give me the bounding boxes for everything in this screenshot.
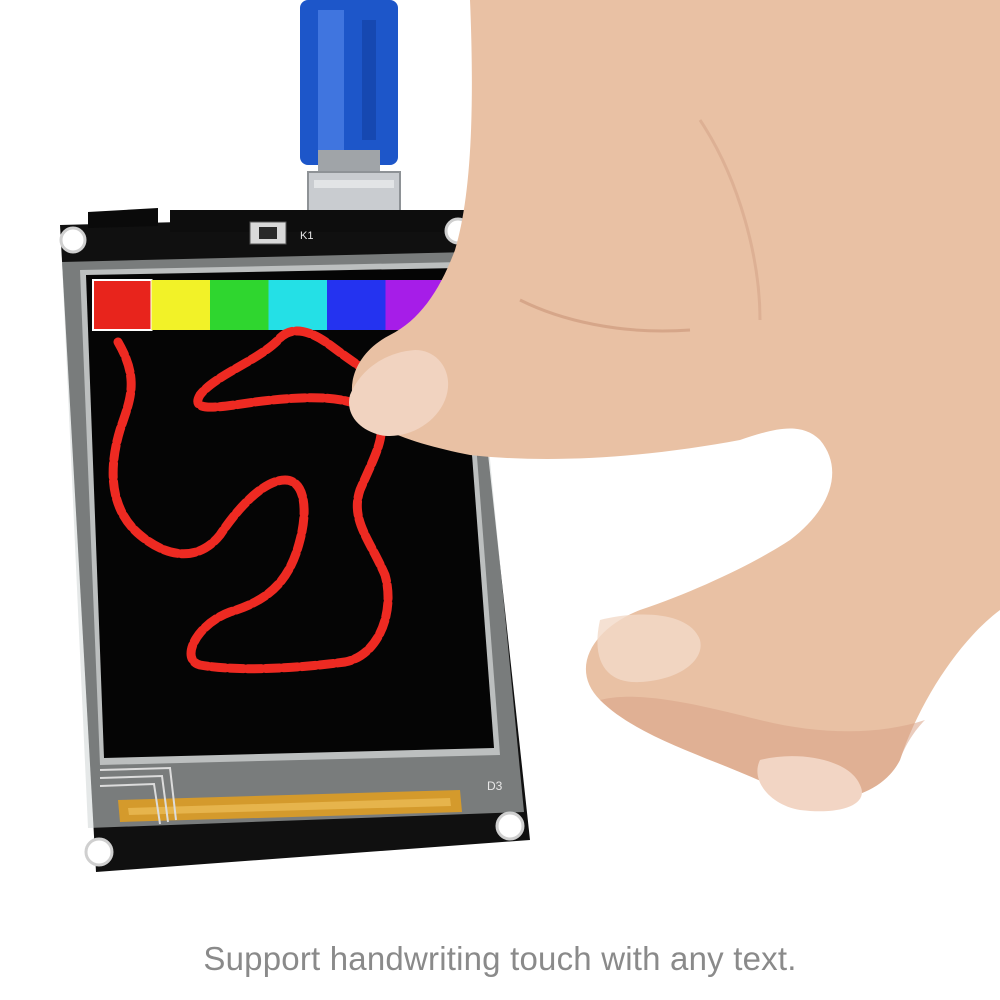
hand-icon [349, 0, 1000, 812]
caption-text: Support handwriting touch with any text. [203, 940, 797, 977]
palette-swatch-3[interactable] [210, 280, 269, 330]
usb-cable-icon [300, 0, 401, 221]
palette-swatch-2[interactable] [151, 280, 211, 330]
tact-switch-icon [249, 221, 287, 245]
color-palette[interactable] [92, 279, 444, 331]
corner-label: D3 [487, 779, 503, 793]
button-label: K1 [300, 230, 313, 242]
palette-swatch-5[interactable] [327, 280, 386, 330]
palette-swatch-1[interactable] [92, 279, 153, 331]
palette-swatch-4[interactable] [268, 280, 328, 330]
handwriting-stroke [108, 326, 393, 674]
